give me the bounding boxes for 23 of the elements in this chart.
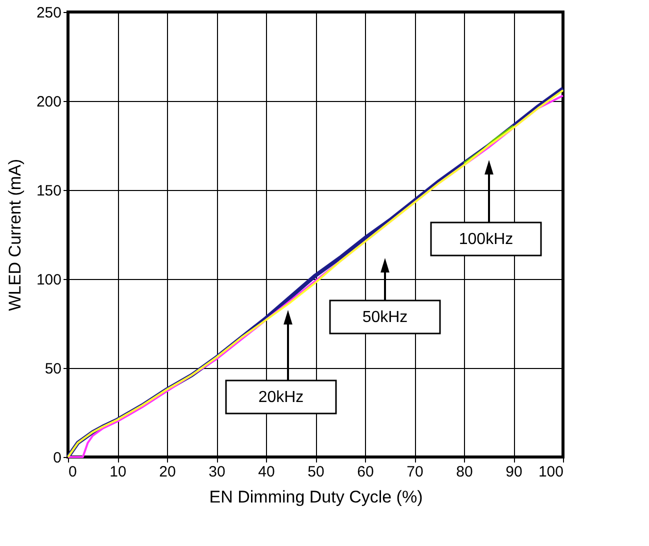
x-axis-title: EN Dimming Duty Cycle (%) <box>209 488 423 506</box>
annotation: 50kHz <box>362 309 408 326</box>
x-tick-label: 90 <box>506 464 522 480</box>
y-tick-label: 0 <box>53 450 62 466</box>
y-tick-label: 50 <box>44 360 62 378</box>
line-series <box>463 124 514 164</box>
annotation: 100kHz <box>458 231 514 248</box>
y-axis-title: WLED Current (mA) <box>5 158 24 312</box>
x-tick-label: 10 <box>110 464 126 480</box>
x-tick-label: 30 <box>208 464 226 480</box>
x-tick-label: 50 <box>308 464 324 480</box>
x-tick-label: 40 <box>258 464 275 480</box>
y-tick-label: 200 <box>36 94 62 110</box>
y-tick-label: 150 <box>36 182 62 200</box>
annotation: 20kHz <box>258 389 304 406</box>
x-tick-label: 100 <box>538 464 564 480</box>
y-tick-label: 250 <box>36 4 62 22</box>
y-tick-label: 100 <box>36 272 62 288</box>
x-tick-label: 80 <box>456 464 473 480</box>
x-tick-label: 60 <box>357 464 374 480</box>
x-tick-label: 0 <box>68 464 77 480</box>
x-tick-label: 20 <box>159 464 176 480</box>
x-tick-label: 70 <box>406 464 424 480</box>
